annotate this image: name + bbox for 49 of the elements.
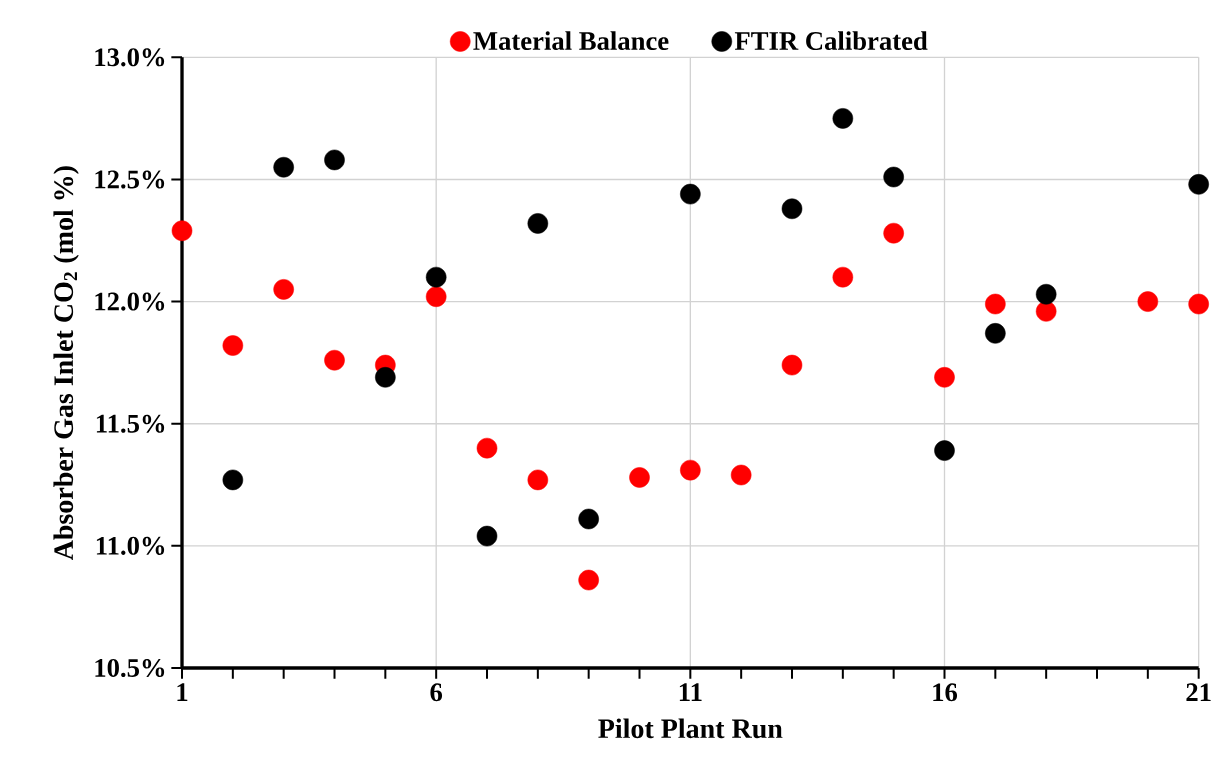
point: [578, 569, 599, 591]
y-axis-title: Absorber Gas Inlet CO$_{2}$ (mol %): [53, 166, 79, 561]
y-tick-label: 11.5%: [96, 414, 165, 433]
point: [730, 464, 752, 486]
point: [425, 266, 447, 288]
y-tick-label: 10.5%: [95, 658, 165, 678]
point: [222, 469, 244, 491]
point: [832, 266, 854, 288]
point: [273, 156, 294, 178]
point: [273, 279, 294, 300]
x-tick-label: 21: [1186, 683, 1211, 702]
x-axis-title: Pilot Plant Run: [598, 718, 783, 739]
point: [629, 467, 650, 488]
y-tick-label: 11.0%: [96, 536, 165, 555]
legend-label: Material Balance: [473, 31, 669, 50]
point: [476, 437, 498, 459]
point: [883, 166, 904, 188]
x-tick-label: 6: [430, 683, 443, 702]
point: [1188, 174, 1209, 195]
point: [324, 149, 345, 171]
point: [680, 183, 701, 205]
point: [476, 525, 498, 547]
point: [171, 220, 193, 242]
point: [1137, 291, 1159, 312]
point: [1035, 283, 1057, 305]
point: [832, 108, 854, 129]
point: [375, 367, 396, 388]
point: [934, 440, 955, 461]
legend-label: FTIR Calibrated: [734, 31, 928, 50]
x-tick-label: 1: [177, 683, 188, 701]
x-tick-label: 11: [679, 683, 702, 701]
point: [222, 335, 244, 356]
point: [1188, 293, 1209, 315]
point: [425, 286, 447, 307]
point: [985, 323, 1006, 344]
point: [985, 293, 1006, 315]
point: [324, 349, 345, 371]
point: [578, 508, 599, 530]
x-tick-label: 16: [933, 683, 958, 702]
y-tick-label: 13.0%: [95, 48, 165, 67]
point: [781, 354, 803, 376]
y-tick-label: 12.0%: [95, 292, 165, 311]
y-tick-label: 12.5%: [95, 170, 165, 189]
point: [680, 459, 701, 481]
point: [781, 198, 803, 220]
point: [883, 222, 904, 244]
point: [934, 367, 955, 388]
point: [527, 213, 549, 234]
point: [527, 469, 549, 491]
